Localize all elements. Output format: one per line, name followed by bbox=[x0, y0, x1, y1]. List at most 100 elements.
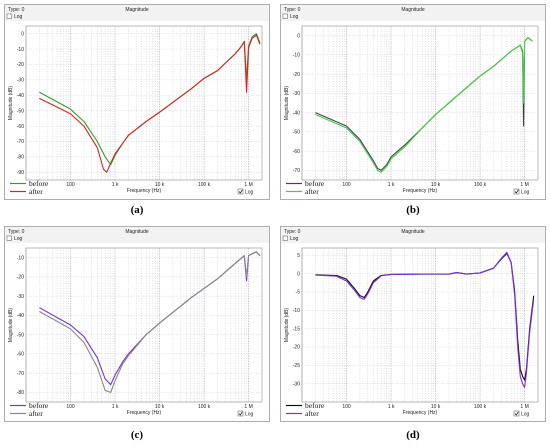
y-tick-label: -10 bbox=[293, 53, 300, 59]
legend-label-before: before bbox=[29, 401, 49, 410]
legend-label-after: after bbox=[29, 409, 43, 418]
legend-label-before: before bbox=[29, 179, 49, 188]
x-tick-label: 10 k bbox=[431, 182, 441, 188]
panel-caption: (c) bbox=[131, 429, 144, 441]
header-log-label: Log bbox=[14, 236, 23, 242]
y-tick-label: -30 bbox=[17, 78, 24, 84]
header-log-checkbox bbox=[6, 13, 12, 19]
header-log-label: Log bbox=[290, 14, 299, 20]
bottom-log-checkbox bbox=[237, 188, 244, 195]
panel-header-bg bbox=[5, 5, 269, 21]
x-tick-label: 1 k bbox=[112, 404, 119, 410]
y-tick-label: -80 bbox=[17, 155, 24, 161]
x-tick-label: 100 k bbox=[474, 404, 487, 410]
y-tick-label: -30 bbox=[17, 294, 24, 300]
x-tick-label: 1 k bbox=[388, 182, 395, 188]
x-tick-label: 100 bbox=[342, 404, 351, 410]
y-tick-label: -20 bbox=[17, 62, 24, 68]
y-tick-label: -30 bbox=[293, 381, 300, 387]
x-tick-label: 1 M bbox=[244, 182, 252, 188]
y-tick-label: -20 bbox=[17, 275, 24, 281]
series-line-after bbox=[39, 34, 261, 173]
legend-label-after: after bbox=[29, 187, 43, 196]
x-tick-label: 10 k bbox=[431, 404, 441, 410]
header-type-label: Type: 0 bbox=[8, 7, 25, 13]
y-tick-label: -40 bbox=[293, 110, 300, 116]
plot-area bbox=[25, 25, 263, 181]
y-axis-label: Magnitude (dB) bbox=[284, 308, 290, 343]
x-tick-label: 1 M bbox=[520, 404, 528, 410]
panel-header-bg bbox=[281, 227, 545, 243]
y-tick-label: -15 bbox=[293, 326, 300, 332]
panel-header-bg bbox=[281, 5, 545, 21]
y-tick-label: -20 bbox=[293, 72, 300, 78]
y-tick-label: -60 bbox=[17, 124, 24, 130]
y-tick-label: -10 bbox=[17, 255, 24, 261]
y-tick-label: -40 bbox=[17, 313, 24, 319]
x-axis-label: Frequency (Hz) bbox=[127, 188, 162, 194]
series-line-after bbox=[39, 251, 261, 393]
checkmark-icon bbox=[514, 189, 519, 194]
y-tick-label: -70 bbox=[17, 371, 24, 377]
header-type-label: Type: 0 bbox=[8, 229, 25, 235]
header-log-label: Log bbox=[14, 14, 23, 20]
y-tick-label: -70 bbox=[17, 139, 24, 145]
bottom-log-label: Log bbox=[521, 412, 530, 418]
x-tick-label: 1 k bbox=[388, 404, 395, 410]
bottom-log-label: Log bbox=[521, 190, 530, 196]
chart-panel-2: Type: 0 Magnitude Log 0 -10 -20 -30 -40 -50 -60 -7… bbox=[280, 4, 546, 200]
bottom-log-label: Log bbox=[245, 190, 254, 196]
x-tick-label: 1 M bbox=[520, 182, 528, 188]
panel-caption: (b) bbox=[406, 204, 420, 216]
checkmark-icon bbox=[238, 411, 243, 416]
series-line-after bbox=[315, 251, 535, 388]
header-log-checkbox bbox=[282, 235, 288, 241]
x-tick-label: 1 k bbox=[112, 182, 119, 188]
x-axis-label: Frequency (Hz) bbox=[403, 410, 438, 416]
y-tick-label: -50 bbox=[17, 332, 24, 338]
checkmark-icon bbox=[238, 189, 243, 194]
bottom-log-checkbox bbox=[513, 188, 520, 195]
bottom-log-checkbox bbox=[513, 410, 520, 417]
plot-area bbox=[301, 247, 539, 403]
legend-label-after: after bbox=[305, 409, 319, 418]
x-tick-label: 100 k bbox=[474, 182, 487, 188]
y-tick-label: -30 bbox=[293, 91, 300, 97]
header-type-label: Type: 0 bbox=[284, 229, 301, 235]
y-tick-label: -60 bbox=[17, 352, 24, 358]
header-type-label: Type: 0 bbox=[284, 7, 301, 13]
chart-panel-1: Type: 0 Magnitude Log 0 -10 -20 -30 -40 -50 -60 -7… bbox=[4, 4, 270, 200]
y-tick-label: 0 bbox=[21, 31, 24, 37]
header-log-checkbox bbox=[282, 13, 288, 19]
x-axis-label: Frequency (Hz) bbox=[403, 188, 438, 194]
y-tick-label: 5 bbox=[297, 253, 300, 259]
y-tick-label: -40 bbox=[17, 93, 24, 99]
x-tick-label: 100 bbox=[342, 182, 351, 188]
x-tick-label: 10 k bbox=[155, 182, 165, 188]
legend-label-before: before bbox=[305, 179, 325, 188]
x-tick-label: 100 k bbox=[198, 404, 211, 410]
legend-label-after: after bbox=[305, 187, 319, 196]
checkmark-icon bbox=[514, 411, 519, 416]
x-tick-label: 100 k bbox=[198, 182, 211, 188]
y-tick-label: -25 bbox=[293, 363, 300, 369]
series-line-after bbox=[315, 37, 533, 173]
y-tick-label: 0 bbox=[297, 271, 300, 277]
y-tick-label: -90 bbox=[17, 170, 24, 176]
y-tick-label: 0 bbox=[297, 33, 300, 39]
y-tick-label: -5 bbox=[296, 290, 301, 296]
panel-caption: (d) bbox=[406, 429, 420, 441]
bottom-log-label: Log bbox=[245, 412, 254, 418]
y-axis-label: Magnitude (dB) bbox=[8, 86, 14, 121]
y-tick-label: -10 bbox=[17, 47, 24, 53]
header-title: Magnitude bbox=[401, 7, 425, 13]
header-log-checkbox bbox=[6, 235, 12, 241]
y-axis-label: Magnitude (dB) bbox=[284, 86, 290, 121]
plot-area bbox=[301, 25, 539, 181]
panel-header-bg bbox=[5, 227, 269, 243]
header-title: Magnitude bbox=[125, 7, 149, 13]
y-tick-label: -80 bbox=[17, 390, 24, 396]
header-title: Magnitude bbox=[401, 229, 425, 235]
y-tick-label: -50 bbox=[293, 130, 300, 136]
